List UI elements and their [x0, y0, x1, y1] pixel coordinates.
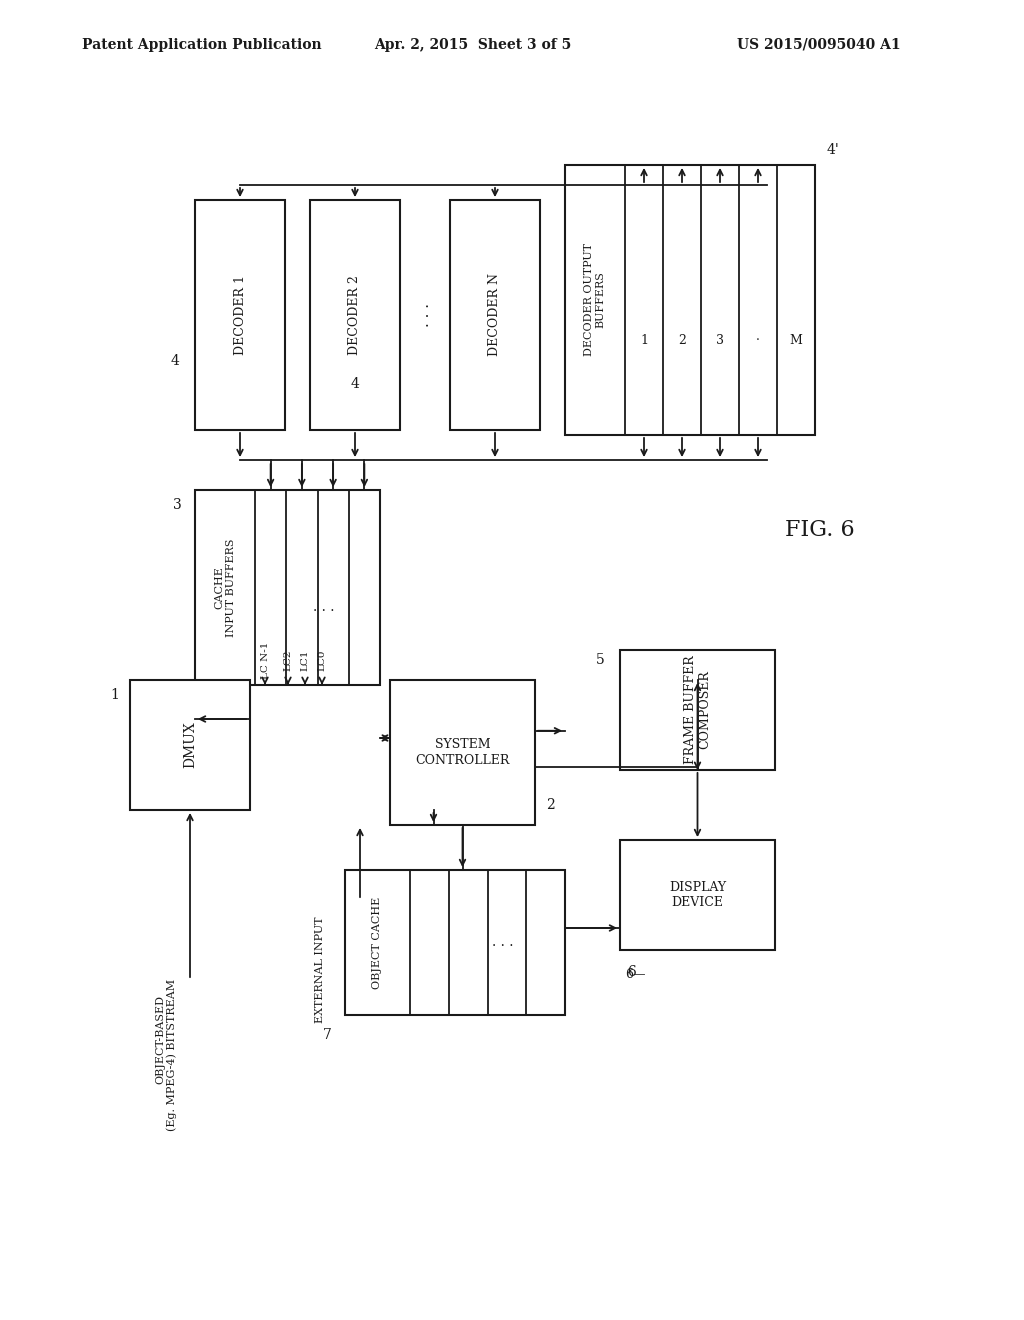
Bar [565, 165, 815, 436]
Text: US 2015/0095040 A1: US 2015/0095040 A1 [737, 38, 901, 51]
Text: 5: 5 [596, 653, 604, 667]
Bar [310, 201, 400, 430]
Bar [130, 680, 250, 810]
Text: 4': 4' [826, 143, 840, 157]
Text: LC2: LC2 [284, 649, 293, 671]
Text: EXTERNAL INPUT: EXTERNAL INPUT [315, 917, 325, 1023]
Text: DECODER 1: DECODER 1 [233, 275, 247, 355]
Text: SYSTEM
CONTROLLER: SYSTEM CONTROLLER [416, 738, 510, 767]
Text: M: M [790, 334, 803, 347]
Bar [390, 680, 535, 825]
Text: 2: 2 [546, 799, 554, 812]
Text: . . .: . . . [418, 304, 432, 327]
Text: . . .: . . . [313, 601, 335, 614]
Text: 3: 3 [173, 498, 181, 512]
Text: DECODER 2: DECODER 2 [348, 275, 361, 355]
Text: 6: 6 [628, 965, 636, 979]
Text: FIG. 6: FIG. 6 [785, 519, 855, 541]
Bar [195, 201, 285, 430]
Text: . . .: . . . [493, 936, 514, 949]
Text: 1: 1 [640, 334, 648, 347]
Text: Apr. 2, 2015  Sheet 3 of 5: Apr. 2, 2015 Sheet 3 of 5 [374, 38, 571, 51]
Text: 6—: 6— [625, 969, 645, 982]
Text: CACHE
INPUT BUFFERS: CACHE INPUT BUFFERS [214, 539, 236, 636]
Text: 7: 7 [323, 1028, 332, 1041]
Text: DECODER OUTPUT
BUFFERS: DECODER OUTPUT BUFFERS [585, 243, 606, 356]
Text: 4: 4 [350, 378, 359, 391]
Text: ·: · [756, 334, 760, 347]
Bar [195, 490, 380, 685]
Text: DISPLAY
DEVICE: DISPLAY DEVICE [669, 880, 726, 909]
Text: LC N-1: LC N-1 [260, 642, 269, 678]
Text: 1: 1 [111, 688, 120, 702]
Text: (Eg. MPEG-4) BITSTREAM: (Eg. MPEG-4) BITSTREAM [167, 979, 177, 1131]
Text: LC0: LC0 [317, 649, 327, 671]
Text: OBJECT CACHE: OBJECT CACHE [373, 896, 383, 989]
Text: DECODER N: DECODER N [488, 273, 502, 356]
Bar [450, 201, 540, 430]
Text: Patent Application Publication: Patent Application Publication [82, 38, 322, 51]
Text: OBJECT-BASED: OBJECT-BASED [155, 995, 165, 1085]
Text: LC1: LC1 [300, 649, 309, 671]
Text: 3: 3 [716, 334, 724, 347]
Text: 4: 4 [171, 354, 179, 368]
Text: FRAME BUFFER
COMPOSER: FRAME BUFFER COMPOSER [683, 656, 712, 764]
Bar [620, 649, 775, 770]
Text: 2: 2 [678, 334, 686, 347]
Bar [345, 870, 565, 1015]
Bar [620, 840, 775, 950]
Text: DMUX: DMUX [183, 722, 197, 768]
